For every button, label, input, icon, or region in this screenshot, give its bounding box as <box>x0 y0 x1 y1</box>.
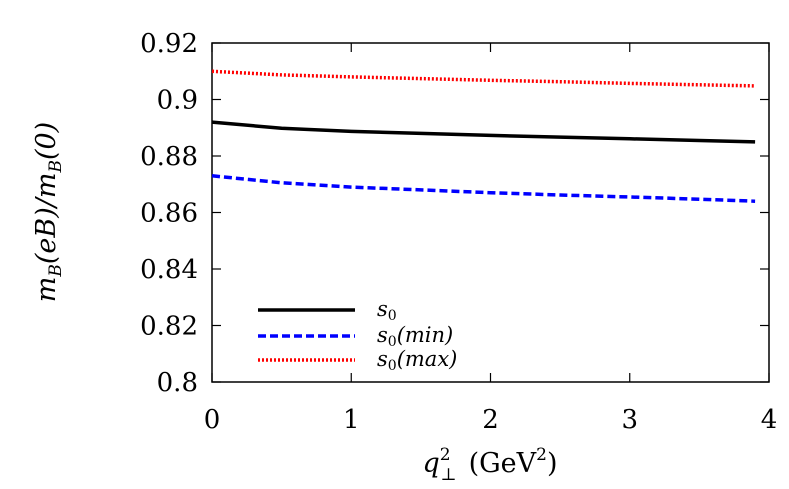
plot-frame <box>211 42 770 383</box>
x-tick-label: 0 <box>204 405 221 435</box>
y-tick-label: 0.9 <box>157 86 198 116</box>
y-tick-label: 0.84 <box>140 255 198 285</box>
x-tick-label: 4 <box>761 405 778 435</box>
legend: s0 s0(min) s0(max) <box>258 297 457 374</box>
x-axis-label: q2 ⊥ (GeV2) <box>422 445 557 485</box>
ticks: 0 1 2 3 4 0.8 0.82 0.84 0.86 0.88 0.9 0.92 <box>140 29 777 435</box>
legend-label-s0-max: s0(max) <box>377 347 457 374</box>
legend-label-s0: s0 <box>377 297 397 324</box>
y-tick-label: 0.82 <box>140 312 198 342</box>
series-line-s0-max <box>211 69 756 88</box>
x-tick-label: 3 <box>621 405 638 435</box>
y-tick-label: 0.86 <box>140 199 198 229</box>
y-axis-label: mB(eB)/mB(0) <box>31 122 66 302</box>
series-line-s0 <box>211 120 756 144</box>
y-tick-label: 0.88 <box>140 142 198 172</box>
plot-frame-group <box>211 42 770 383</box>
x-tick-label: 1 <box>343 405 360 435</box>
y-tick-label: 0.8 <box>157 368 198 398</box>
series-layer <box>211 69 756 203</box>
legend-label-s0-min: s0(min) <box>377 323 453 350</box>
x-tick-label: 2 <box>482 405 499 435</box>
series-line-s0-min <box>211 174 756 203</box>
y-tick-label: 0.92 <box>140 29 198 59</box>
